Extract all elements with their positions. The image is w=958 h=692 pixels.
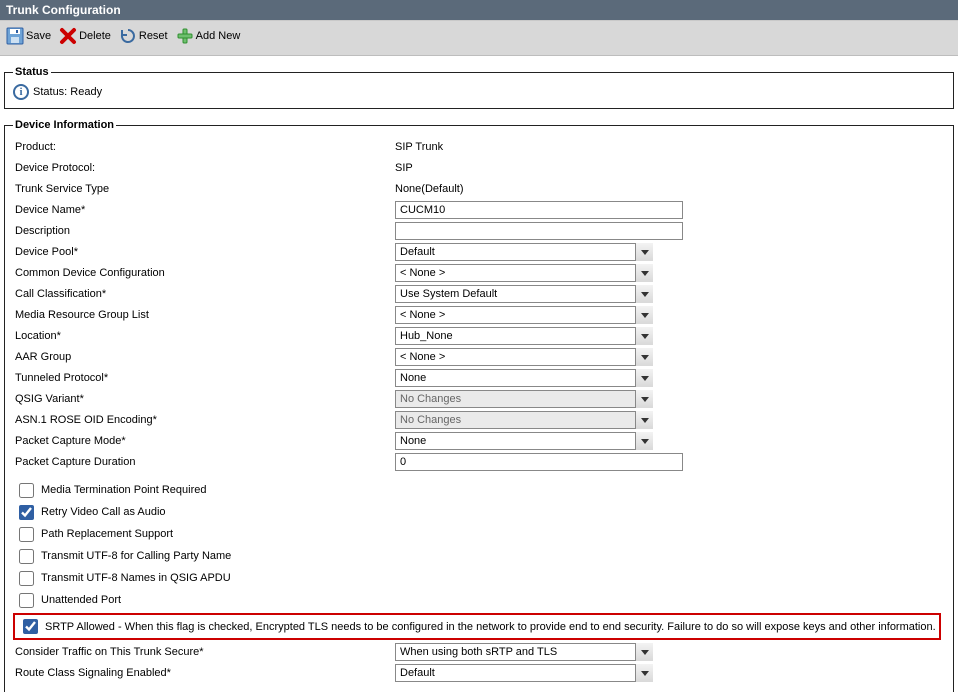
media-resource-group-list-label: Media Resource Group List [13, 309, 395, 321]
srtp-allowed-checkbox[interactable] [23, 619, 38, 634]
tunneled-protocol-select[interactable]: None [395, 369, 653, 387]
transmit-utf8-qsig-label: Transmit UTF-8 Names in QSIG APDU [41, 572, 231, 584]
addnew-label: Add New [196, 30, 241, 42]
page-title: Trunk Configuration [6, 3, 121, 17]
status-text: Status: Ready [33, 86, 102, 98]
device-info-legend: Device Information [13, 119, 116, 131]
status-fieldset: Status i Status: Ready [4, 66, 954, 109]
media-termination-checkbox[interactable] [19, 483, 34, 498]
trunk-service-type-label: Trunk Service Type [13, 183, 395, 195]
location-select[interactable]: Hub_None [395, 327, 653, 345]
plus-icon [176, 27, 194, 45]
qsig-variant-select: No Changes [395, 390, 653, 408]
packet-capture-duration-label: Packet Capture Duration [13, 456, 395, 468]
srtp-allowed-label: SRTP Allowed - When this flag is checked… [45, 621, 936, 633]
packet-capture-duration-input[interactable] [395, 453, 683, 471]
transmit-utf8-calling-checkbox[interactable] [19, 549, 34, 564]
retry-video-checkbox[interactable] [19, 505, 34, 520]
page-title-bar: Trunk Configuration [0, 0, 958, 20]
device-protocol-label: Device Protocol: [13, 162, 395, 174]
reset-button[interactable]: Reset [119, 27, 168, 45]
description-label: Description [13, 225, 395, 237]
floppy-icon [6, 27, 24, 45]
status-legend: Status [13, 66, 51, 78]
addnew-button[interactable]: Add New [176, 27, 241, 45]
delete-label: Delete [79, 30, 111, 42]
common-device-config-select[interactable]: < None > [395, 264, 653, 282]
device-info-fieldset: Device Information Product: SIP Trunk De… [4, 119, 954, 692]
consider-traffic-label: Consider Traffic on This Trunk Secure* [13, 646, 395, 658]
call-classification-label: Call Classification* [13, 288, 395, 300]
common-device-config-label: Common Device Configuration [13, 267, 395, 279]
media-resource-group-list-select[interactable]: < None > [395, 306, 653, 324]
device-pool-label: Device Pool* [13, 246, 395, 258]
consider-traffic-select[interactable]: When using both sRTP and TLS [395, 643, 653, 661]
description-input[interactable] [395, 222, 683, 240]
transmit-utf8-qsig-checkbox[interactable] [19, 571, 34, 586]
unattended-port-label: Unattended Port [41, 594, 121, 606]
media-termination-label: Media Termination Point Required [41, 484, 207, 496]
save-button[interactable]: Save [6, 27, 51, 45]
path-replacement-checkbox[interactable] [19, 527, 34, 542]
save-label: Save [26, 30, 51, 42]
trunk-service-type-value: None(Default) [395, 183, 945, 195]
device-pool-select[interactable]: Default [395, 243, 653, 261]
toolbar: Save Delete Reset Add New [0, 20, 958, 56]
aar-group-label: AAR Group [13, 351, 395, 363]
route-class-label: Route Class Signaling Enabled* [13, 667, 395, 679]
call-classification-select[interactable]: Use System Default [395, 285, 653, 303]
route-class-select[interactable]: Default [395, 664, 653, 682]
status-row: i Status: Ready [13, 84, 945, 100]
asn1-rose-select: No Changes [395, 411, 653, 429]
device-protocol-value: SIP [395, 162, 945, 174]
location-label: Location* [13, 330, 395, 342]
reset-label: Reset [139, 30, 168, 42]
info-icon: i [13, 84, 29, 100]
packet-capture-mode-select[interactable]: None [395, 432, 653, 450]
qsig-variant-label: QSIG Variant* [13, 393, 395, 405]
asn1-rose-label: ASN.1 ROSE OID Encoding* [13, 414, 395, 426]
transmit-utf8-calling-label: Transmit UTF-8 for Calling Party Name [41, 550, 231, 562]
aar-group-select[interactable]: < None > [395, 348, 653, 366]
delete-button[interactable]: Delete [59, 27, 111, 45]
srtp-highlight-box: SRTP Allowed - When this flag is checked… [13, 613, 941, 640]
x-icon [59, 27, 77, 45]
device-name-input[interactable] [395, 201, 683, 219]
reset-icon [119, 27, 137, 45]
unattended-port-checkbox[interactable] [19, 593, 34, 608]
device-name-label: Device Name* [13, 204, 395, 216]
product-label: Product: [13, 141, 395, 153]
retry-video-label: Retry Video Call as Audio [41, 506, 166, 518]
path-replacement-label: Path Replacement Support [41, 528, 173, 540]
tunneled-protocol-label: Tunneled Protocol* [13, 372, 395, 384]
packet-capture-mode-label: Packet Capture Mode* [13, 435, 395, 447]
product-value: SIP Trunk [395, 141, 945, 153]
